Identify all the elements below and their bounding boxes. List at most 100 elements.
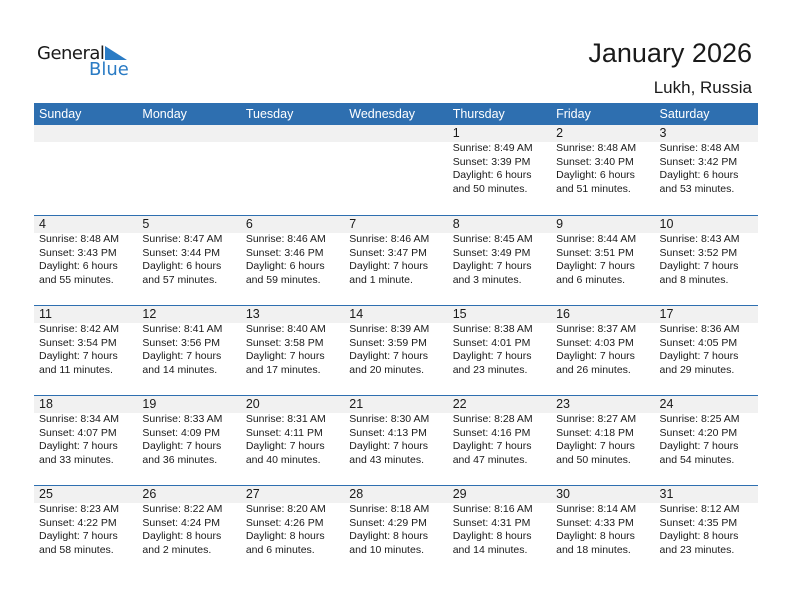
daylight-text: Daylight: 7 hours [142, 350, 222, 362]
sunrise-text: Sunrise: 8:16 AM [452, 503, 533, 515]
sunset-text: Sunset: 3:58 PM [245, 336, 324, 349]
weekday-saturday: Saturday [659, 107, 710, 121]
sunrise-text: Sunrise: 8:49 AM [452, 142, 533, 154]
daylight-text: Daylight: 8 hours [245, 530, 325, 542]
sunset-text: Sunset: 3:43 PM [39, 246, 117, 259]
daylight-minutes: and 29 minutes. [659, 363, 735, 376]
week-row: 18 Sunrise: 8:34 AM Sunset: 4:07 PM Dayligh… [34, 395, 758, 485]
sunset-text: Sunset: 4:31 PM [452, 516, 531, 529]
daylight-text: Daylight: 7 hours [39, 440, 118, 452]
daylight-text: Daylight: 7 hours [245, 350, 325, 362]
daylight-minutes: and 50 minutes. [556, 453, 631, 466]
daylight-text: Daylight: 7 hours [39, 350, 118, 362]
day-cell [34, 125, 137, 215]
day-cell: 31 Sunrise: 8:12 AM Sunset: 4:35 PM Dayligh… [655, 486, 758, 575]
weekday-tuesday: Tuesday [245, 107, 294, 121]
day-number: 19 [142, 397, 157, 411]
day-cell [241, 125, 344, 215]
sunrise-text: Sunrise: 8:46 AM [349, 233, 430, 245]
day-number: 28 [349, 487, 364, 501]
sunrise-text: Sunrise: 8:25 AM [659, 413, 740, 425]
sunrise-text: Sunrise: 8:18 AM [349, 503, 430, 515]
day-cell: 14 Sunrise: 8:39 AM Sunset: 3:59 PM Dayligh… [344, 306, 447, 395]
day-cell: 30 Sunrise: 8:14 AM Sunset: 4:33 PM Dayligh… [551, 486, 654, 575]
day-number: 26 [142, 487, 157, 501]
day-cell: 23 Sunrise: 8:27 AM Sunset: 4:18 PM Dayligh… [551, 396, 654, 485]
daylight-text: Daylight: 6 hours [245, 260, 325, 272]
day-cell [344, 125, 447, 215]
sunset-text: Sunset: 3:44 PM [142, 246, 221, 259]
daylight-minutes: and 14 minutes. [142, 363, 218, 376]
daylight-text: Daylight: 7 hours [452, 440, 532, 452]
sunset-text: Sunset: 4:29 PM [349, 516, 427, 529]
day-number: 2 [556, 126, 564, 140]
sunrise-text: Sunrise: 8:31 AM [245, 413, 326, 425]
day-cell: 7 Sunrise: 8:46 AM Sunset: 3:47 PM Daylight… [344, 216, 447, 305]
day-number: 1 [452, 126, 460, 140]
sunset-text: Sunset: 3:39 PM [452, 155, 531, 168]
sunset-text: Sunset: 4:26 PM [245, 516, 324, 529]
daylight-minutes: and 43 minutes. [349, 453, 424, 466]
daylight-text: Daylight: 7 hours [556, 260, 635, 272]
sunset-text: Sunset: 4:07 PM [39, 426, 117, 439]
day-cell: 1 Sunrise: 8:49 AM Sunset: 3:39 PM Daylight… [448, 125, 551, 215]
sunset-text: Sunset: 4:20 PM [659, 426, 738, 439]
day-cell: 6 Sunrise: 8:46 AM Sunset: 3:46 PM Daylight… [241, 216, 344, 305]
page-title: January 2026 [588, 38, 752, 68]
day-number: 22 [452, 397, 467, 411]
daylight-minutes: and 6 minutes. [556, 273, 625, 286]
day-cell: 26 Sunrise: 8:22 AM Sunset: 4:24 PM Dayligh… [137, 486, 240, 575]
day-number: 3 [659, 126, 667, 140]
daylight-minutes: and 14 minutes. [452, 543, 528, 556]
day-cell: 12 Sunrise: 8:41 AM Sunset: 3:56 PM Dayligh… [137, 306, 240, 395]
day-number: 6 [245, 217, 253, 231]
sunrise-text: Sunrise: 8:44 AM [556, 233, 637, 245]
weekday-header: Sunday Monday Tuesday Wednesday Thursday Frid… [34, 103, 758, 125]
sunset-text: Sunset: 4:01 PM [452, 336, 531, 349]
sunset-text: Sunset: 4:13 PM [349, 426, 427, 439]
sunrise-text: Sunrise: 8:43 AM [659, 233, 740, 245]
daylight-text: Daylight: 8 hours [659, 530, 739, 542]
daylight-minutes: and 53 minutes. [659, 182, 735, 195]
day-cell: 3 Sunrise: 8:48 AM Sunset: 3:42 PM Daylight… [655, 125, 758, 215]
daylight-text: Daylight: 7 hours [349, 350, 429, 362]
sunrise-text: Sunrise: 8:23 AM [39, 503, 119, 515]
sunset-text: Sunset: 3:46 PM [245, 246, 324, 259]
sunrise-text: Sunrise: 8:28 AM [452, 413, 533, 425]
sunset-text: Sunset: 3:42 PM [659, 155, 738, 168]
daylight-minutes: and 2 minutes. [142, 543, 212, 556]
logo: General Blue [37, 43, 129, 80]
week-row: 25 Sunrise: 8:23 AM Sunset: 4:22 PM Dayligh… [34, 485, 758, 575]
sunrise-text: Sunrise: 8:37 AM [556, 323, 637, 335]
daylight-text: Daylight: 6 hours [142, 260, 222, 272]
day-number: 18 [39, 397, 53, 411]
daylight-minutes: and 54 minutes. [659, 453, 735, 466]
day-number: 11 [39, 307, 52, 321]
sunset-text: Sunset: 3:49 PM [452, 246, 531, 259]
day-number: 14 [349, 307, 364, 321]
day-cell: 25 Sunrise: 8:23 AM Sunset: 4:22 PM Dayligh… [34, 486, 137, 575]
daylight-text: Daylight: 7 hours [659, 350, 739, 362]
sunset-text: Sunset: 3:51 PM [556, 246, 634, 259]
sunset-text: Sunset: 3:52 PM [659, 246, 738, 259]
sunset-text: Sunset: 3:56 PM [142, 336, 221, 349]
day-number: 25 [39, 487, 53, 501]
daylight-minutes: and 47 minutes. [452, 453, 528, 466]
day-cell: 24 Sunrise: 8:25 AM Sunset: 4:20 PM Dayligh… [655, 396, 758, 485]
day-cell: 9 Sunrise: 8:44 AM Sunset: 3:51 PM Daylight… [551, 216, 654, 305]
sunset-text: Sunset: 4:18 PM [556, 426, 634, 439]
logo-general: General [37, 43, 105, 64]
sunrise-text: Sunrise: 8:30 AM [349, 413, 430, 425]
day-cell: 15 Sunrise: 8:38 AM Sunset: 4:01 PM Dayligh… [448, 306, 551, 395]
day-number: 13 [245, 307, 260, 321]
sunrise-text: Sunrise: 8:40 AM [245, 323, 326, 335]
location: Lukh, Russia [653, 78, 752, 97]
daylight-text: Daylight: 6 hours [659, 169, 739, 181]
sunset-text: Sunset: 3:47 PM [349, 246, 427, 259]
sunset-text: Sunset: 4:09 PM [142, 426, 221, 439]
calendar-grid: 1 Sunrise: 8:49 AM Sunset: 3:39 PM Daylight… [34, 125, 758, 575]
daylight-minutes: and 1 minute. [349, 273, 413, 286]
day-number: 20 [245, 397, 260, 411]
daylight-minutes: and 58 minutes. [39, 543, 114, 556]
